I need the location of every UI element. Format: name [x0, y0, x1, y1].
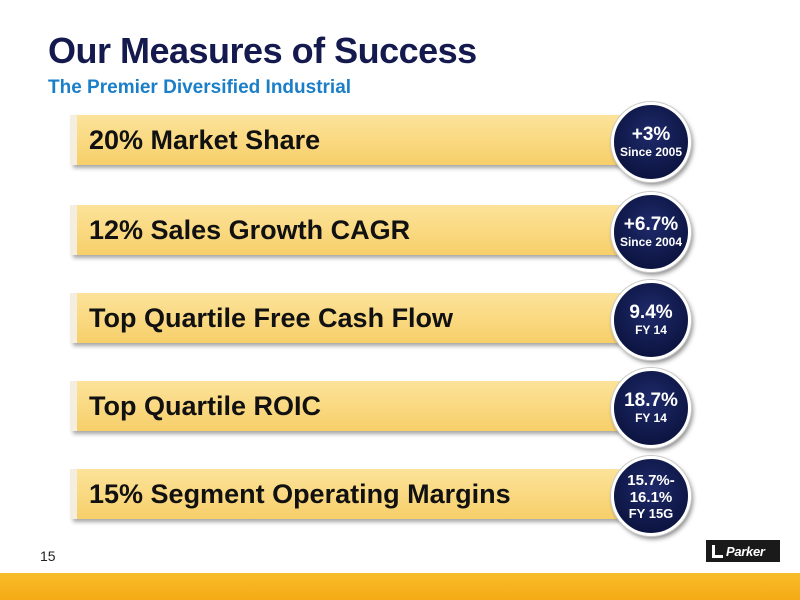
measure-badge-market-share: +3% Since 2005 [611, 102, 691, 182]
parker-logo-icon [712, 544, 723, 558]
badge-sub: FY 15G [628, 505, 674, 521]
badge-sub: FY 14 [635, 323, 667, 337]
measure-badge-roic: 18.7% FY 14 [611, 368, 691, 448]
measure-label: Top Quartile Free Cash Flow [89, 303, 454, 333]
measure-badge-free-cash-flow: 9.4% FY 14 [611, 280, 691, 360]
measure-bar-segment-margins: 15% Segment Operating Margins [70, 469, 677, 519]
measure-badge-segment-margins: 15.7%- 16.1% FY 15G [611, 456, 691, 536]
measure-badge-sales-growth: +6.7% Since 2004 [611, 192, 691, 272]
page-number: 15 [40, 548, 56, 564]
measure-label: 12% Sales Growth CAGR [89, 215, 411, 245]
page-title: Our Measures of Success [48, 30, 477, 71]
page-subtitle: The Premier Diversified Industrial [48, 77, 352, 98]
parker-logo: Parker [706, 540, 780, 562]
badge-value-second-line: 16.1% [629, 488, 673, 506]
measure-bar-free-cash-flow: Top Quartile Free Cash Flow [70, 293, 677, 343]
badge-value: +3% [631, 124, 671, 145]
badge-sub: Since 2004 [619, 235, 683, 249]
badge-value: +6.7% [623, 214, 679, 235]
badge-value: 18.7% [624, 390, 678, 411]
measure-label: 15% Segment Operating Margins [89, 479, 511, 509]
badge-value: 15.7%- [627, 471, 675, 489]
measure-bar-sales-growth: 12% Sales Growth CAGR [70, 205, 677, 255]
badge-sub: FY 14 [635, 411, 667, 425]
badge-value: 9.4% [629, 302, 673, 323]
measure-bar-market-share: 20% Market Share [70, 115, 677, 165]
footer-strip [0, 573, 800, 600]
parker-logo-text: Parker [726, 543, 765, 559]
measure-bar-roic: Top Quartile ROIC [70, 381, 677, 431]
measure-label: Top Quartile ROIC [89, 391, 322, 421]
measure-label: 20% Market Share [89, 125, 321, 155]
badge-sub: Since 2005 [619, 145, 683, 159]
